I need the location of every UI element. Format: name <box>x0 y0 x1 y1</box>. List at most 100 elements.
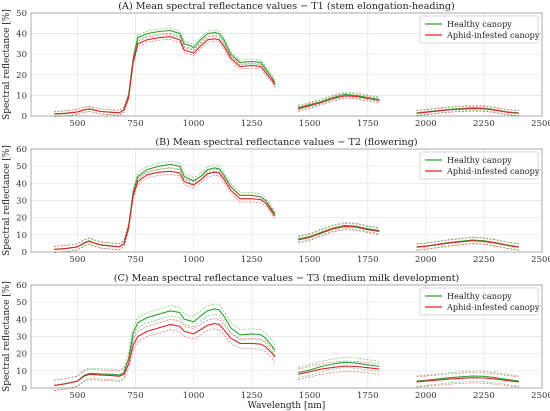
y-tick-label: 30 <box>16 50 27 60</box>
series-upper-bound <box>416 105 519 112</box>
series-line <box>297 224 380 240</box>
series-lower-bound <box>298 367 380 378</box>
legend-label: Aphid-infested canopy <box>446 166 540 176</box>
series-line <box>54 308 276 386</box>
x-tick-label: 1000 <box>183 119 205 129</box>
y-tick-label: 10 <box>16 231 27 241</box>
series-lower-bound <box>298 96 380 111</box>
series-line <box>416 375 519 382</box>
series-line <box>54 163 276 250</box>
y-tick-label: 0 <box>22 384 27 394</box>
x-tick-label: 2500 <box>531 119 550 129</box>
x-tick-label: 2000 <box>415 391 437 401</box>
series-line <box>297 95 380 110</box>
series-lower-bound <box>298 228 380 243</box>
series-upper-bound <box>416 370 519 377</box>
x-tick-label: 2500 <box>531 255 550 265</box>
series-line <box>416 108 519 114</box>
series-upper-bound <box>54 303 276 381</box>
panel-b: 0 10 20 30 40 50 60 500 750 1000 1250 1500 1750 2000 2… <box>2 137 550 265</box>
series-healthy <box>54 303 519 391</box>
series-line <box>297 93 380 109</box>
x-tick-label: 750 <box>127 255 143 265</box>
series-lower-bound <box>298 370 380 380</box>
series-line <box>54 36 276 115</box>
series-upper-bound <box>298 91 380 106</box>
x-tick-label: 2250 <box>473 391 495 401</box>
y-tick-label: 20 <box>16 71 27 81</box>
legend-label: Healthy canopy <box>447 291 512 301</box>
legend-label: Healthy canopy <box>447 19 512 29</box>
x-axis-label: Wavelength [nm] <box>248 401 326 411</box>
series-upper-bound <box>54 167 276 247</box>
series-upper-bound <box>54 27 276 112</box>
series-upper-bound <box>416 372 519 378</box>
plot-frame <box>30 284 543 389</box>
series-upper-bound <box>416 236 519 245</box>
y-tick-label: 60 <box>16 145 27 155</box>
x-tick-label: 500 <box>69 255 85 265</box>
series-lower-bound <box>298 229 380 244</box>
series-infested <box>54 318 519 391</box>
x-tick-label: 1750 <box>357 255 379 265</box>
series-lower-bound <box>416 382 519 388</box>
y-tick-label: 60 <box>16 281 27 291</box>
series-upper-bound <box>298 356 380 368</box>
x-tick-label: 2500 <box>531 391 550 401</box>
y-tick-label: 40 <box>16 315 27 325</box>
x-tick-label: 1500 <box>299 391 321 401</box>
series-upper-bound <box>416 104 519 111</box>
legend-label: Aphid-infested canopy <box>446 302 540 312</box>
x-tick-label: 2000 <box>415 255 437 265</box>
series-upper-bound <box>54 33 276 112</box>
x-tick-label: 750 <box>127 119 143 129</box>
series-line <box>416 240 519 248</box>
series-upper-bound <box>298 221 380 237</box>
y-tick-label: 10 <box>16 367 27 377</box>
series-line <box>54 29 276 115</box>
legend-box <box>419 287 539 316</box>
series-line <box>297 226 380 241</box>
panel-a: 0 10 20 30 40 50 500 750 1000 1250 1500 1750 2000 225… <box>2 1 550 129</box>
legend-label: Healthy canopy <box>447 155 512 165</box>
series-lower-bound <box>416 380 519 387</box>
y-tick-label: 30 <box>16 197 27 207</box>
plot-frame <box>30 148 543 253</box>
y-axis-label: Spectral reflectance [%] <box>2 145 12 256</box>
y-tick-label: 20 <box>16 214 27 224</box>
series-lower-bound <box>54 328 276 391</box>
series-lower-bound <box>54 32 276 117</box>
x-tick-label: 750 <box>127 391 143 401</box>
legend-box <box>419 151 539 180</box>
series-upper-bound <box>54 318 276 381</box>
x-tick-label: 1250 <box>241 119 263 129</box>
chart-title: (C) Mean spectral reflectance values − T… <box>114 273 460 284</box>
y-tick-label: 50 <box>16 9 27 19</box>
y-tick-label: 50 <box>16 162 27 172</box>
x-tick-label: 1750 <box>357 391 379 401</box>
series-lower-bound <box>416 109 519 116</box>
x-tick-label: 1250 <box>241 255 263 265</box>
series-lower-bound <box>298 97 380 112</box>
x-tick-label: 500 <box>69 391 85 401</box>
legend-label: Aphid-infested canopy <box>446 30 540 40</box>
series-lower-bound <box>54 174 276 253</box>
y-tick-label: 40 <box>16 179 27 189</box>
panel-c: 0 10 20 30 40 50 60 500 750 1000 1250 1500 1750 2000 2… <box>2 273 550 411</box>
series-infested <box>54 167 519 253</box>
x-tick-label: 500 <box>69 119 85 129</box>
x-tick-label: 1500 <box>299 119 321 129</box>
x-tick-label: 1000 <box>183 391 205 401</box>
y-tick-label: 0 <box>22 112 27 122</box>
series-upper-bound <box>298 92 380 107</box>
series-lower-bound <box>54 313 276 391</box>
series-infested <box>54 33 519 117</box>
series-lower-bound <box>416 242 519 251</box>
x-tick-label: 1250 <box>241 391 263 401</box>
chart-title: (B) Mean spectral reflectance values − T… <box>155 137 417 148</box>
y-tick-label: 40 <box>16 30 27 40</box>
